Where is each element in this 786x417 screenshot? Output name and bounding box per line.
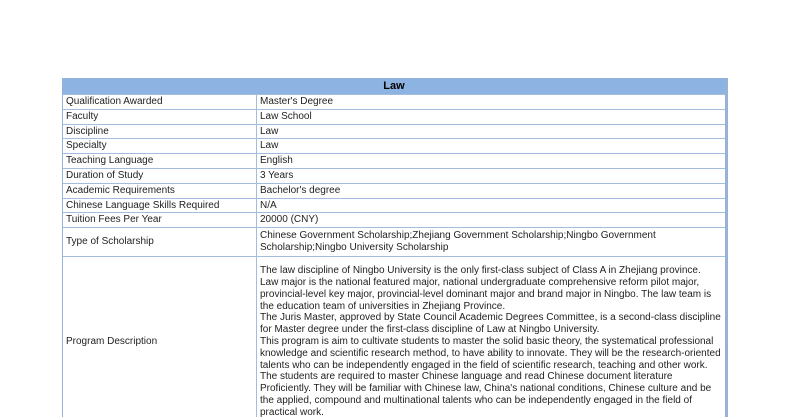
row-label-chinese-language-skills: Chinese Language Skills Required [66, 199, 220, 211]
row-value-chinese-language-skills: N/A [256, 198, 725, 213]
table-row: Specialty Law [63, 138, 725, 154]
table-row: Teaching Language English [63, 153, 725, 168]
row-label-teaching-language: Teaching Language [66, 155, 154, 167]
row-label-specialty: Specialty [66, 140, 107, 152]
row-label-type-of-scholarship: Type of Scholarship [66, 236, 154, 248]
row-label-academic-requirements: Academic Requirements [66, 184, 175, 196]
row-label-program-description: Program Description [66, 335, 158, 347]
row-value-duration-of-study: 3 Years [256, 168, 725, 183]
row-value-program-description: The law discipline of Ningbo University … [256, 257, 725, 417]
table-title: Law [63, 79, 725, 94]
row-value-qualification-awarded: Master's Degree [256, 95, 725, 109]
table-row: Qualification Awarded Master's Degree [63, 94, 725, 109]
row-label-tuition-fees: Tuition Fees Per Year [66, 214, 162, 226]
row-label-duration-of-study: Duration of Study [66, 169, 144, 181]
program-info-table: Law Qualification Awarded Master's Degre… [62, 78, 728, 417]
row-value-academic-requirements: Bachelor's degree [256, 183, 725, 198]
row-label-faculty: Faculty [66, 110, 99, 122]
row-value-discipline: Law [256, 124, 725, 139]
row-value-teaching-language: English [256, 154, 725, 168]
table-row: Type of Scholarship Chinese Government S… [63, 227, 725, 257]
row-value-type-of-scholarship: Chinese Government Scholarship;Zhejiang … [256, 228, 725, 257]
row-value-faculty: Law School [256, 109, 725, 124]
table-row: Chinese Language Skills Required N/A [63, 197, 725, 213]
table-row: Program Description The law discipline o… [63, 256, 725, 417]
row-value-specialty: Law [256, 139, 725, 154]
table-row: Faculty Law School [63, 108, 725, 124]
row-value-tuition-fees: 20000 (CNY) [256, 213, 725, 228]
table-row: Academic Requirements Bachelor's degree [63, 182, 725, 198]
table-row: Duration of Study 3 Years [63, 167, 725, 183]
table-row: Tuition Fees Per Year 20000 (CNY) [63, 212, 725, 228]
row-label-qualification-awarded: Qualification Awarded [66, 96, 163, 107]
program-title: Law [383, 80, 405, 93]
row-label-discipline: Discipline [66, 125, 109, 137]
table-row: Discipline Law [63, 123, 725, 139]
